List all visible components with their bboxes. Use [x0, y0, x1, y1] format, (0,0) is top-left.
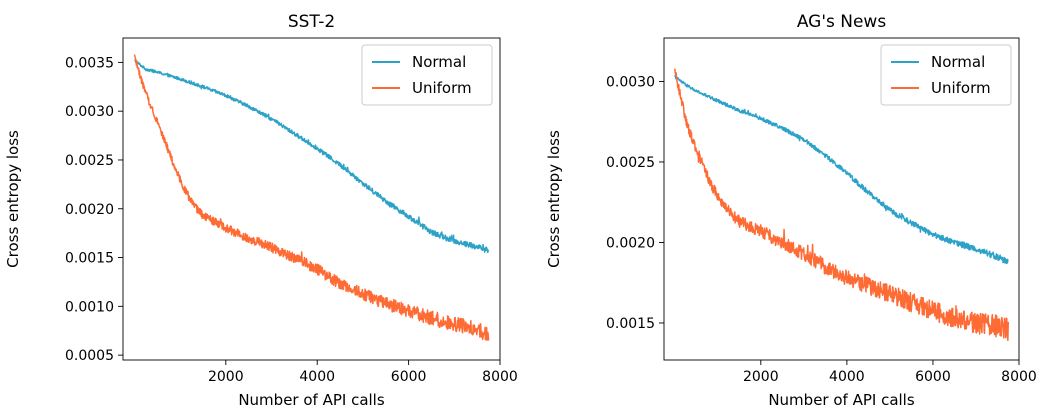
x-tick-label: 4000: [299, 369, 335, 385]
y-tick-label: 0.0035: [65, 55, 114, 71]
chart-title: AG's News: [797, 12, 887, 32]
y-ticks: 0.0005 0.0010 0.0015 0.0020 0.0025 0.0030 0.00…: [65, 55, 123, 364]
x-ticks: 2000 4000 6000 8000: [208, 360, 518, 385]
y-tick-label: 0.0015: [65, 251, 114, 267]
axes-frame: [663, 37, 1020, 361]
series-layer: [133, 54, 490, 341]
series-line-normal: [133, 59, 490, 254]
x-tick-label: 2000: [743, 369, 779, 385]
legend-box: [361, 44, 493, 106]
chart-panel-sst2: 2000 4000 6000 8000 0.0005 0.0010 0.0015 0.002…: [4, 12, 518, 409]
series-line-normal: [674, 75, 1009, 265]
series-layer: [674, 68, 1009, 342]
chart-panel-agnews: 2000 4000 6000 8000 0.0015 0.0020 0.0025 0.003…: [545, 12, 1037, 409]
series-line-uniform: [674, 68, 1009, 342]
y-tick-label: 0.0025: [65, 153, 114, 169]
y-tick-label: 0.0025: [606, 155, 655, 171]
y-tick-label: 0.0030: [606, 74, 655, 90]
y-tick-label: 0.0020: [65, 202, 114, 218]
y-tick-label: 0.0010: [65, 299, 114, 315]
y-tick-label: 0.0030: [65, 104, 114, 120]
series-line-uniform: [133, 54, 490, 341]
x-tick-label: 8000: [482, 369, 518, 385]
chart-title: SST-2: [288, 12, 335, 32]
legend: Normal Uniform: [361, 44, 493, 106]
legend-box: [880, 44, 1012, 106]
x-tick-label: 4000: [829, 369, 865, 385]
x-tick-label: 6000: [915, 369, 951, 385]
y-ticks: 0.0015 0.0020 0.0025 0.0030: [606, 74, 664, 332]
axes-frame: [122, 37, 501, 361]
x-axis-label: Number of API calls: [238, 391, 385, 409]
y-tick-label: 0.0015: [606, 316, 655, 332]
y-tick-label: 0.0020: [606, 235, 655, 251]
x-tick-label: 8000: [1001, 369, 1037, 385]
y-axis-label: Cross entropy loss: [4, 130, 22, 268]
legend: Normal Uniform: [880, 44, 1012, 106]
x-tick-label: 6000: [391, 369, 427, 385]
x-tick-label: 2000: [208, 369, 244, 385]
x-axis-label: Number of API calls: [768, 391, 915, 409]
y-tick-label: 0.0005: [65, 348, 114, 364]
legend-label: Normal: [412, 53, 466, 71]
legend-label: Uniform: [412, 79, 472, 97]
legend-label: Uniform: [931, 79, 991, 97]
y-axis-label: Cross entropy loss: [545, 130, 563, 268]
x-ticks: 2000 4000 6000 8000: [743, 360, 1037, 385]
legend-label: Normal: [931, 53, 985, 71]
